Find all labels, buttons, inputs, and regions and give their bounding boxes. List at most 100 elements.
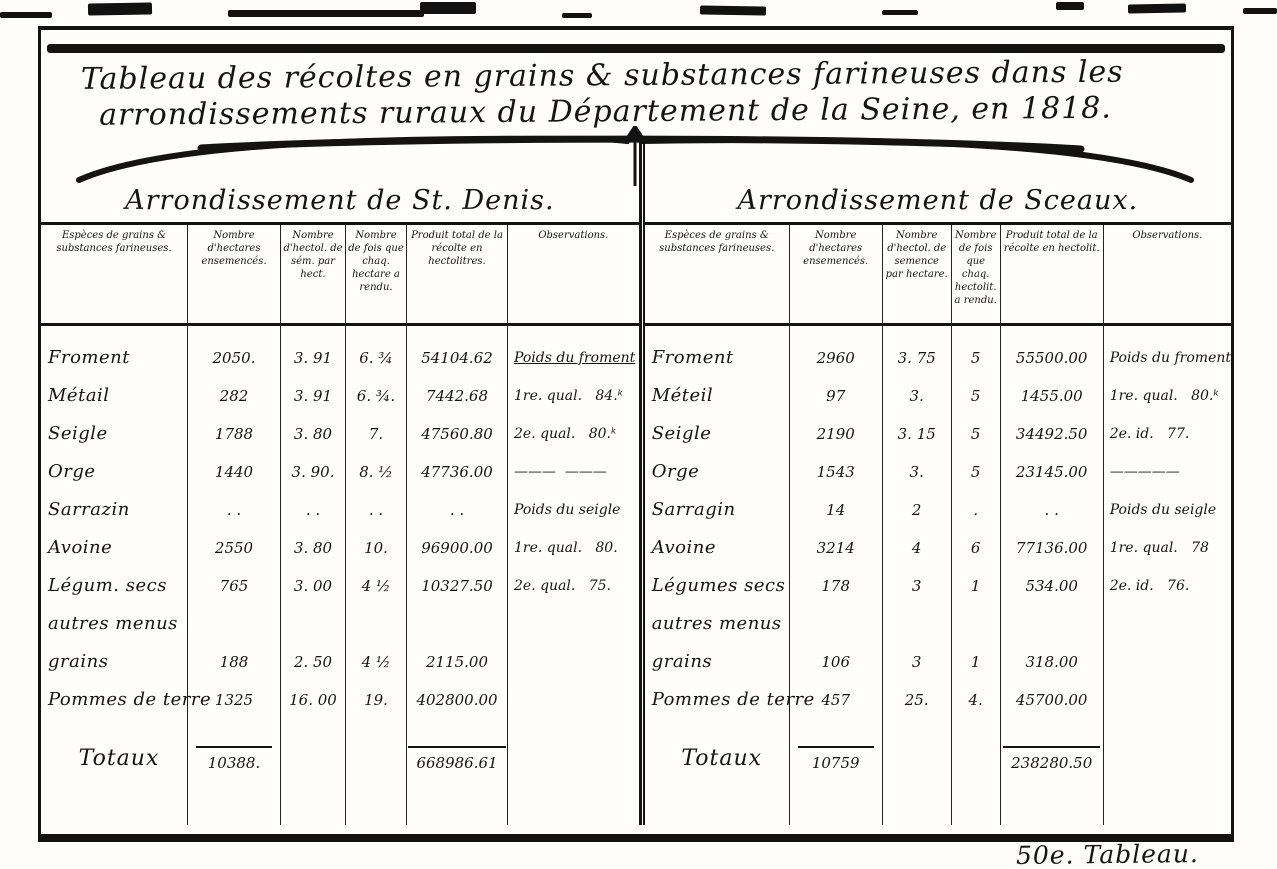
row-cell-produit: 54104.62 — [421, 349, 493, 367]
totals-cell: 10388. — [188, 746, 280, 772]
column-body: Poids du froment 1re. qual. 84.ᵏ 2e. qual.… — [508, 326, 639, 606]
row-cell-semence — [281, 606, 345, 644]
row-cell-label: Orge — [48, 461, 96, 482]
scan-artifact — [1127, 3, 1187, 14]
column-header: Nombre d'hectares ensemencés. — [188, 225, 280, 326]
row-cell-fois — [346, 606, 406, 644]
observation-line: 2e. qual. 80.ᵏ — [514, 426, 617, 442]
column-semence: Nombre d'hectol. de sém. par hect. 3. 91… — [281, 225, 346, 825]
column-produit: Produit total de la récolte en hectolit.… — [1000, 225, 1104, 825]
row-cell-semence: 2. 50 — [293, 653, 333, 671]
row-cell-fois: 10. — [364, 539, 388, 557]
totals-cell: Totaux — [41, 746, 187, 771]
totals-cell: 10759 — [790, 746, 882, 772]
row-cell-hectares: 2960 — [816, 349, 855, 367]
totals-cell: Totaux — [645, 746, 789, 771]
observation-line: 1re. qual. 80. — [514, 540, 618, 556]
row-cell-semence — [883, 606, 951, 644]
column-header: Nombre de fois que chaq. hectare a rendu… — [346, 225, 406, 326]
frame-top-rule — [47, 44, 1225, 53]
row-cell-label: Légum. secs — [48, 575, 167, 596]
row-cell-semence: 25. — [904, 691, 929, 709]
row-cell-produit: 34492.50 — [1015, 425, 1088, 443]
row-cell-semence: 3. 75 — [897, 349, 936, 367]
row-cell-label: autres menus — [651, 613, 782, 634]
row-cell-fois: 5 — [970, 387, 981, 405]
row-cell-produit: 47560.80 — [421, 425, 493, 443]
row-cell-produit — [407, 606, 507, 644]
row-cell-hectares: 1543 — [816, 463, 855, 481]
row-cell-label: Métail — [48, 385, 110, 406]
column-header: Observations. — [1103, 225, 1231, 326]
column-header: Observations. — [508, 225, 639, 326]
table-heading: Arrondissement de St. Denis. — [41, 182, 639, 225]
row-cell-semence: 3. 00 — [293, 577, 333, 595]
row-cell-label: Seigle — [48, 423, 108, 444]
column-body: 3. 91 3. 91 3. 80 3. 90. . . 3. 80 3. 00 2. 50 1… — [281, 326, 345, 720]
column-header: Nombre de fois que chaq. hectolit. a ren… — [951, 225, 1000, 326]
column-rendement: Nombre de fois que chaq. hectare a rendu… — [346, 225, 407, 825]
row-cell-fois: 6. ¾ — [359, 349, 393, 367]
row-cell-label: Avoine — [651, 537, 716, 558]
row-cell-semence: . . — [305, 501, 321, 519]
row-cell-label: Seigle — [651, 423, 712, 444]
row-cell-produit: 1455.00 — [1020, 387, 1083, 405]
column-rendement: Nombre de fois que chaq. hectolit. a ren… — [951, 225, 1001, 825]
row-cell-produit: 96900.00 — [421, 539, 493, 557]
totals-hectares: 10388. — [196, 746, 272, 772]
table-st-denis: Arrondissement de St. Denis. Espèces de … — [41, 182, 639, 825]
column-header: Nombre d'hectares ensemencés. — [789, 225, 882, 326]
scan-artifact — [1243, 8, 1277, 14]
row-cell-label: grains — [651, 651, 713, 672]
totals-label: Totaux — [681, 746, 763, 771]
row-cell-hectares: 1788 — [214, 425, 254, 443]
row-cell-produit: 47736.00 — [421, 463, 493, 481]
row-cell-fois: . — [973, 501, 979, 519]
row-cell-hectares: 1325 — [214, 691, 254, 709]
scan-artifact — [420, 2, 476, 14]
row-cell-label: Orge — [651, 461, 700, 482]
observation-line: Poids du froment — [514, 350, 636, 366]
column-body: 5 5 5 5. 6 1 1 4. — [952, 326, 1000, 720]
row-cell-produit: 45700.00 — [1015, 691, 1088, 709]
column-header: Espèces de grains & substances farineuse… — [644, 225, 789, 326]
row-cell-produit: . . — [1044, 501, 1059, 519]
row-cell-label: Méteil — [651, 385, 714, 406]
row-cell-label: grains — [48, 651, 109, 672]
column-body: Froment Méteil Seigle Orge Sarragin Avoine Lég… — [645, 326, 815, 720]
row-cell-hectares: 2190 — [816, 425, 855, 443]
row-cell-hectares: 457 — [821, 691, 851, 709]
row-cell-produit: 402800.00 — [416, 691, 498, 709]
row-cell-produit: 7442.68 — [425, 387, 489, 405]
row-cell-fois: 4 ½ — [361, 653, 391, 671]
row-cell-hectares — [188, 606, 280, 644]
column-header: Nombre d'hectol. de sém. par hect. — [281, 225, 345, 326]
row-cell-produit: 10327.50 — [421, 577, 493, 595]
observation-line: 2e. id. 76. — [1109, 578, 1190, 594]
row-cell-semence: 3 — [911, 577, 922, 595]
observation-line: Poids du seigle — [1109, 502, 1217, 518]
scan-artifact — [87, 2, 153, 16]
table-columns: Espèces de grains & substances farineuse… — [41, 225, 639, 825]
row-cell-fois: 6 — [970, 539, 981, 557]
row-cell-produit: 318.00 — [1025, 653, 1078, 671]
row-cell-fois: 19. — [364, 691, 388, 709]
column-semence: Nombre d'hectol. de semence par hectare.… — [882, 225, 952, 825]
observation-line: Poids du froment — [1109, 350, 1231, 366]
row-cell-produit: 55500.00 — [1015, 349, 1088, 367]
totals-cell: 668986.61 — [407, 746, 507, 772]
observation-line: ——— ——— — [514, 464, 607, 480]
table-heading: Arrondissement de Sceaux. — [644, 182, 1231, 225]
observation-line: 2e. qual. 75. — [514, 578, 611, 594]
column-produit: Produit total de la récolte en hectolitr… — [407, 225, 508, 825]
row-cell-fois: 6. ¾. — [356, 387, 396, 405]
row-cell-produit: 2115.00 — [425, 653, 489, 671]
row-cell-semence: 3. — [909, 387, 924, 405]
row-cell-hectares: 1440 — [214, 463, 254, 481]
column-header: Nombre d'hectol. de semence par hectare. — [882, 225, 951, 326]
observation-line: 2e. id. 77. — [1109, 426, 1190, 442]
row-cell-semence: 16. 00 — [289, 691, 337, 709]
table-columns: Espèces de grains & substances farineuse… — [644, 225, 1231, 825]
row-cell-fois: 1 — [970, 577, 981, 595]
column-observations: Observations. Poids du froment 1re. qual.… — [1103, 225, 1231, 825]
